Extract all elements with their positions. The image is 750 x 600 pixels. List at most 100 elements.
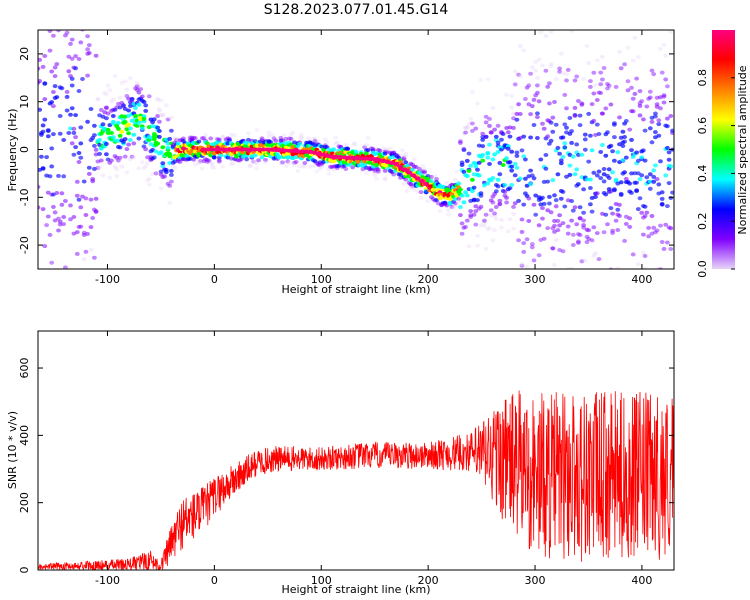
- colorbar-ticks: 0.0 0.2 0.4 0.6 0.8: [696, 69, 735, 278]
- spectrogram-cell: [92, 143, 97, 148]
- spectrogram-cell: [533, 59, 539, 64]
- spectrogram-cell: [659, 190, 665, 195]
- spectrogram-cell: [112, 164, 118, 169]
- spectrogram-cell: [600, 111, 605, 116]
- ridge-peak: [252, 147, 258, 152]
- spectrogram-cell: [196, 160, 202, 165]
- spectrogram-cell: [651, 307, 656, 311]
- spectrogram-cell: [375, 169, 381, 174]
- spectrogram-cell: [626, 292, 631, 296]
- spectrogram-cell: [540, 4, 545, 8]
- spectrogram-cell: [635, 55, 641, 60]
- spectrogram-cell: [588, 79, 593, 84]
- spectrogram-cell: [56, 228, 61, 233]
- spectrogram-cell: [622, 62, 627, 67]
- spectrogram-cell: [97, 137, 102, 142]
- snr-marks: [38, 390, 674, 570]
- y-tick-label: 0: [18, 146, 31, 153]
- spectrogram-cell: [492, 211, 497, 216]
- spectrogram-cell: [117, 155, 123, 160]
- spectrogram-cell: [468, 116, 474, 121]
- spectrogram-cell: [608, 206, 614, 211]
- spectrogram-cell: [38, 57, 43, 62]
- spectrogram-cell: [364, 151, 369, 156]
- spectrogram-cell: [151, 117, 157, 122]
- spectrogram-cell: [63, 265, 68, 269]
- spectrogram-cell: [452, 177, 458, 182]
- spectrogram-cell: [411, 187, 417, 192]
- spectrogram-cell: [591, 253, 597, 258]
- spectrogram-cell: [40, 207, 46, 212]
- spectrogram-cell: [129, 96, 135, 101]
- spectrogram-cell: [511, 204, 516, 209]
- spectrogram-cell: [603, 106, 609, 111]
- spectrogram-cell: [647, 186, 653, 191]
- spectrogram-cell: [490, 200, 496, 205]
- spectrogram-cell: [492, 127, 497, 132]
- snr-x-label: Height of straight line (km): [281, 583, 430, 596]
- spectrogram-cell: [553, 122, 559, 127]
- spectrogram-cell: [637, 177, 643, 182]
- spectrogram-cell: [533, 193, 539, 198]
- spectrogram-cell: [504, 156, 509, 161]
- spectrogram-cell: [531, 258, 537, 263]
- spectrogram-cell: [670, 128, 674, 133]
- ridge-peak: [281, 148, 288, 153]
- spectrogram-cell: [468, 163, 474, 168]
- spectrogram-cell: [158, 169, 164, 174]
- ridge-peak: [222, 147, 229, 152]
- spectrogram-cell: [109, 158, 114, 163]
- spectrogram-cell: [495, 149, 501, 154]
- spectrogram-cell: [556, 354, 561, 358]
- spectrogram-cell: [656, 133, 662, 138]
- spectrogram-cell: [526, 219, 532, 223]
- spectrogram-cell: [663, 77, 669, 82]
- spectrogram-cell: [647, 179, 653, 184]
- spectrogram-cell: [133, 106, 138, 110]
- spectrogram-cell: [514, 153, 520, 158]
- spectrogram-cell: [531, 123, 537, 127]
- spectrogram-cell: [535, 136, 540, 140]
- spectrogram-cell: [518, 283, 523, 287]
- spectrogram-x-ticks: -100 0 100 200 300 400: [95, 30, 652, 286]
- spectrogram-cell: [175, 141, 181, 146]
- spectrogram-cell: [458, 213, 463, 218]
- spectrogram-cell: [521, 154, 527, 159]
- spectrogram-cell: [480, 131, 486, 136]
- spectrogram-cell: [375, 167, 381, 172]
- spectrogram-cell: [547, 81, 552, 86]
- colorbar: 0.0 0.2 0.4 0.6 0.8 Normalized spectral ampl…: [696, 30, 749, 278]
- spectrogram-cell: [252, 153, 258, 158]
- spectrogram-cell: [169, 168, 174, 173]
- spectrogram-cell: [403, 160, 409, 165]
- spectrogram-cell: [71, 152, 77, 157]
- spectrogram-cell: [658, 159, 663, 164]
- spectrogram-cell: [86, 165, 92, 170]
- spectrogram-cell: [521, 48, 527, 53]
- spectrogram-cell: [511, 226, 516, 231]
- spectrogram-cell: [541, 126, 547, 131]
- spectrogram-cell: [44, 20, 49, 24]
- spectrogram-cell: [456, 199, 462, 204]
- spectrogram-cell: [495, 140, 501, 145]
- spectrogram-cell: [124, 170, 130, 175]
- spectrogram-cell: [410, 185, 415, 190]
- spectrogram-cell: [139, 94, 145, 99]
- spectrogram-cell: [531, 202, 537, 207]
- spectrogram-cell: [56, 173, 61, 178]
- spectrogram-cell: [153, 171, 159, 176]
- spectrogram-cell: [104, 141, 109, 146]
- spectrogram-cell: [523, 157, 528, 162]
- spectrogram-cell: [247, 163, 253, 168]
- spectrogram-cell: [110, 135, 116, 140]
- spectrogram-cell: [425, 199, 431, 204]
- spectrogram-cell: [659, 240, 665, 244]
- spectrogram-cell: [627, 18, 632, 22]
- spectrogram-cell: [632, 171, 638, 176]
- spectrogram-cell: [497, 160, 503, 165]
- spectrogram-cell: [68, 217, 73, 222]
- spectrogram-cell: [536, 253, 542, 258]
- spectrogram-cell: [126, 122, 131, 127]
- spectrogram-cell: [666, 157, 672, 162]
- spectrogram-cell: [584, 240, 590, 245]
